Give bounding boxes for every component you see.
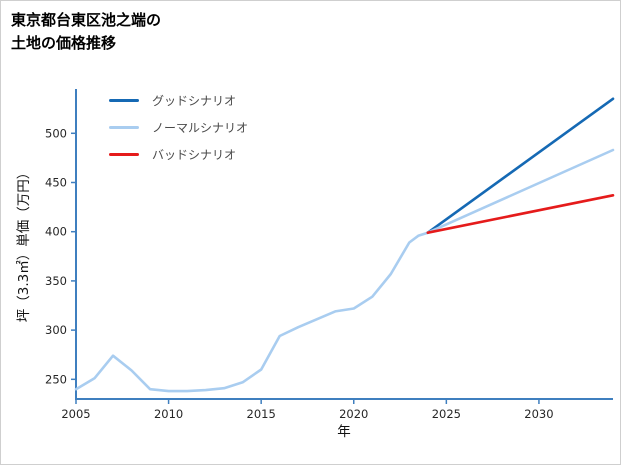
page-title: 東京都台東区池之端の 土地の価格推移: [11, 9, 161, 55]
svg-text:250: 250: [45, 372, 67, 386]
legend-label-normal-scenario: ノーマルシナリオ: [152, 120, 249, 135]
svg-text:500: 500: [45, 126, 67, 140]
svg-text:2010: 2010: [154, 407, 183, 421]
svg-text:2030: 2030: [524, 407, 553, 421]
legend-item-normal-scenario: ノーマルシナリオ: [109, 119, 248, 135]
page-title-line2: 土地の価格推移: [11, 34, 117, 52]
legend-swatch-normal-scenario: [109, 125, 139, 129]
svg-text:2015: 2015: [247, 407, 276, 421]
legend-label-good-scenario: グッドシナリオ: [152, 93, 237, 108]
svg-text:300: 300: [45, 323, 67, 337]
y-axis-label: 坪（3.3㎡）単価（万円）: [16, 165, 32, 323]
svg-text:2005: 2005: [61, 407, 90, 421]
legend-item-good-scenario: グッドシナリオ: [109, 92, 248, 108]
legend-label-bad-scenario: バッドシナリオ: [152, 147, 237, 162]
legend-swatch-good-scenario: [109, 98, 139, 102]
page-title-line1: 東京都台東区池之端の: [11, 11, 162, 29]
svg-text:450: 450: [45, 175, 67, 189]
svg-text:2025: 2025: [432, 407, 461, 421]
legend: グッドシナリオ ノーマルシナリオ バッドシナリオ: [109, 92, 248, 162]
svg-text:350: 350: [45, 274, 67, 288]
svg-text:2020: 2020: [339, 407, 368, 421]
x-axis-label: 年: [337, 424, 351, 440]
svg-text:400: 400: [45, 225, 67, 239]
legend-item-bad-scenario: バッドシナリオ: [109, 146, 248, 162]
legend-swatch-bad-scenario: [109, 152, 139, 156]
